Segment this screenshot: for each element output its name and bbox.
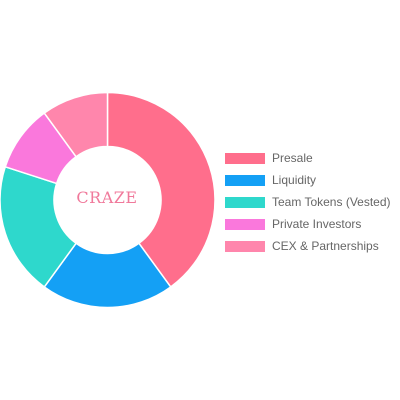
legend-swatch: [225, 240, 265, 252]
legend-label: Presale: [272, 151, 313, 165]
donut-chart: [0, 91, 216, 309]
legend-swatch: [225, 174, 265, 186]
legend-label: Private Investors: [272, 217, 362, 231]
legend-swatch: [225, 218, 265, 230]
legend-label: Team Tokens (Vested): [272, 195, 391, 209]
legend-label: Liquidity: [272, 173, 317, 187]
legend: Presale Liquidity Team Tokens (Vested) Priv…: [225, 147, 400, 257]
center-label: CRAZE: [76, 188, 138, 207]
legend-label: CEX & Partnerships: [272, 239, 379, 253]
legend-item-presale[interactable]: Presale: [225, 147, 400, 169]
legend-swatch: [225, 152, 265, 164]
legend-item-team-tokens-vested[interactable]: Team Tokens (Vested): [225, 191, 400, 213]
legend-item-liquidity[interactable]: Liquidity: [225, 169, 400, 191]
legend-item-cex-partnerships[interactable]: CEX & Partnerships: [225, 235, 400, 257]
legend-item-private-investors[interactable]: Private Investors: [225, 213, 400, 235]
legend-swatch: [225, 196, 265, 208]
slice-cex-partnerships[interactable]: [43, 91, 109, 158]
slice-presale[interactable]: [106, 91, 216, 289]
